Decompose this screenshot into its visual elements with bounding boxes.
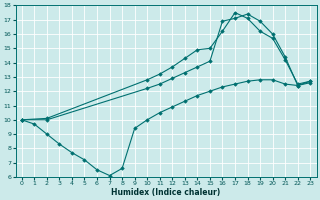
X-axis label: Humidex (Indice chaleur): Humidex (Indice chaleur) (111, 188, 221, 197)
